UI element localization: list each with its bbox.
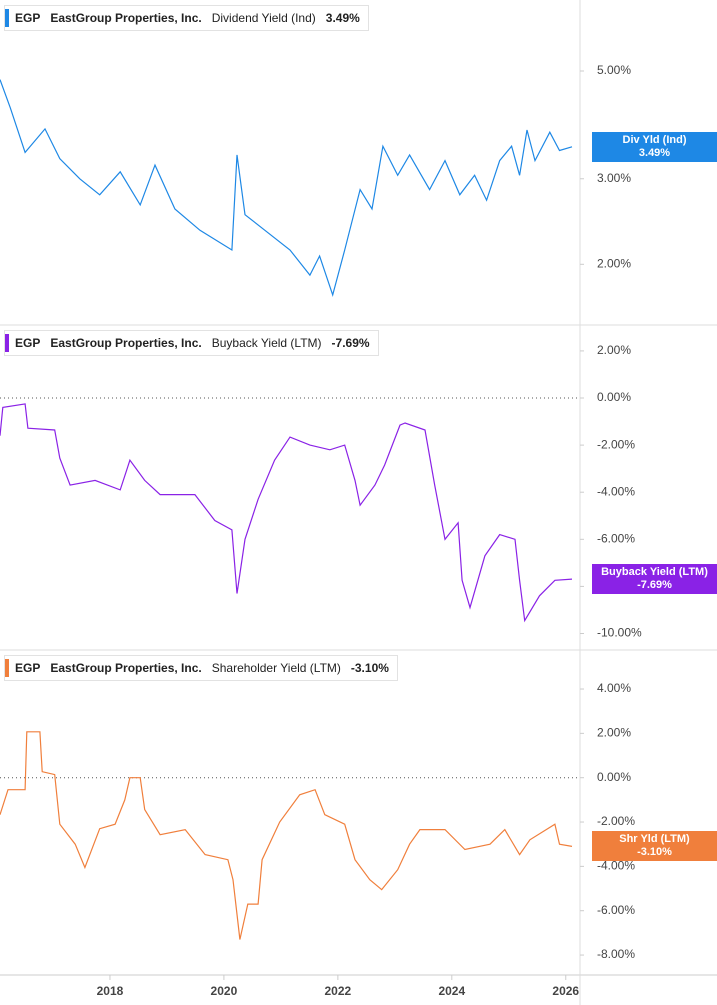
- legend-value: 3.49%: [325, 11, 360, 25]
- flag-name: Buyback Yield (LTM): [601, 566, 708, 579]
- y-tick-label: -4.00%: [597, 484, 635, 498]
- flag-value: -7.69%: [637, 579, 672, 592]
- x-tick-label: 2018: [97, 984, 124, 998]
- series-line: [0, 403, 573, 623]
- y-tick-label: -6.00%: [597, 531, 635, 545]
- y-tick-label: 0.00%: [597, 770, 631, 784]
- x-tick-label: 2022: [325, 984, 352, 998]
- x-tick-label: 2020: [211, 984, 238, 998]
- y-tick-label: 4.00%: [597, 681, 631, 695]
- y-tick-label: 5.00%: [597, 63, 631, 77]
- company: EastGroup Properties, Inc.: [50, 11, 202, 25]
- legend-series-name: Buyback Yield (LTM): [211, 336, 322, 350]
- ticker: EGP: [15, 11, 41, 25]
- legend: EGP EastGroup Properties, Inc. Dividend Yi…: [4, 5, 369, 31]
- y-tick-label: 2.00%: [597, 256, 631, 270]
- y-tick-label: 3.00%: [597, 171, 631, 185]
- value-flag: Shr Yld (LTM) -3.10%: [592, 831, 717, 862]
- ticker: EGP: [15, 336, 41, 350]
- value-flag: Buyback Yield (LTM) -7.69%: [592, 564, 717, 595]
- ticker: EGP: [15, 661, 41, 675]
- legend-swatch: [5, 9, 9, 27]
- legend-series-name: Shareholder Yield (LTM): [211, 661, 341, 675]
- legend-series-name: Dividend Yield (Ind): [211, 11, 316, 25]
- x-tick-label: 2024: [438, 984, 465, 998]
- x-tick-label: 2026: [552, 984, 579, 998]
- legend-value: -7.69%: [331, 336, 370, 350]
- legend: EGP EastGroup Properties, Inc. Shareholder…: [4, 655, 398, 681]
- legend-swatch: [5, 659, 9, 677]
- series-line: [0, 79, 573, 297]
- y-tick-label: -6.00%: [597, 903, 635, 917]
- y-tick-label: 0.00%: [597, 390, 631, 404]
- y-tick-label: 2.00%: [597, 726, 631, 740]
- flag-value: 3.49%: [638, 146, 671, 159]
- legend-value: -3.10%: [350, 661, 389, 675]
- company: EastGroup Properties, Inc.: [50, 661, 202, 675]
- company: EastGroup Properties, Inc.: [50, 336, 202, 350]
- flag-name: Div Yld (Ind): [622, 133, 687, 146]
- y-tick-label: -4.00%: [597, 859, 635, 873]
- y-tick-label: -2.00%: [597, 814, 635, 828]
- legend-swatch: [5, 334, 9, 352]
- series-line: [0, 731, 573, 940]
- y-tick-label: -8.00%: [597, 947, 635, 961]
- value-flag: Div Yld (Ind) 3.49%: [592, 131, 717, 162]
- legend: EGP EastGroup Properties, Inc. Buyback Yie…: [4, 330, 379, 356]
- y-tick-label: -10.00%: [597, 626, 642, 640]
- flag-value: -3.10%: [637, 846, 672, 859]
- y-tick-label: 2.00%: [597, 343, 631, 357]
- flag-name: Shr Yld (LTM): [619, 833, 690, 846]
- y-tick-label: -2.00%: [597, 437, 635, 451]
